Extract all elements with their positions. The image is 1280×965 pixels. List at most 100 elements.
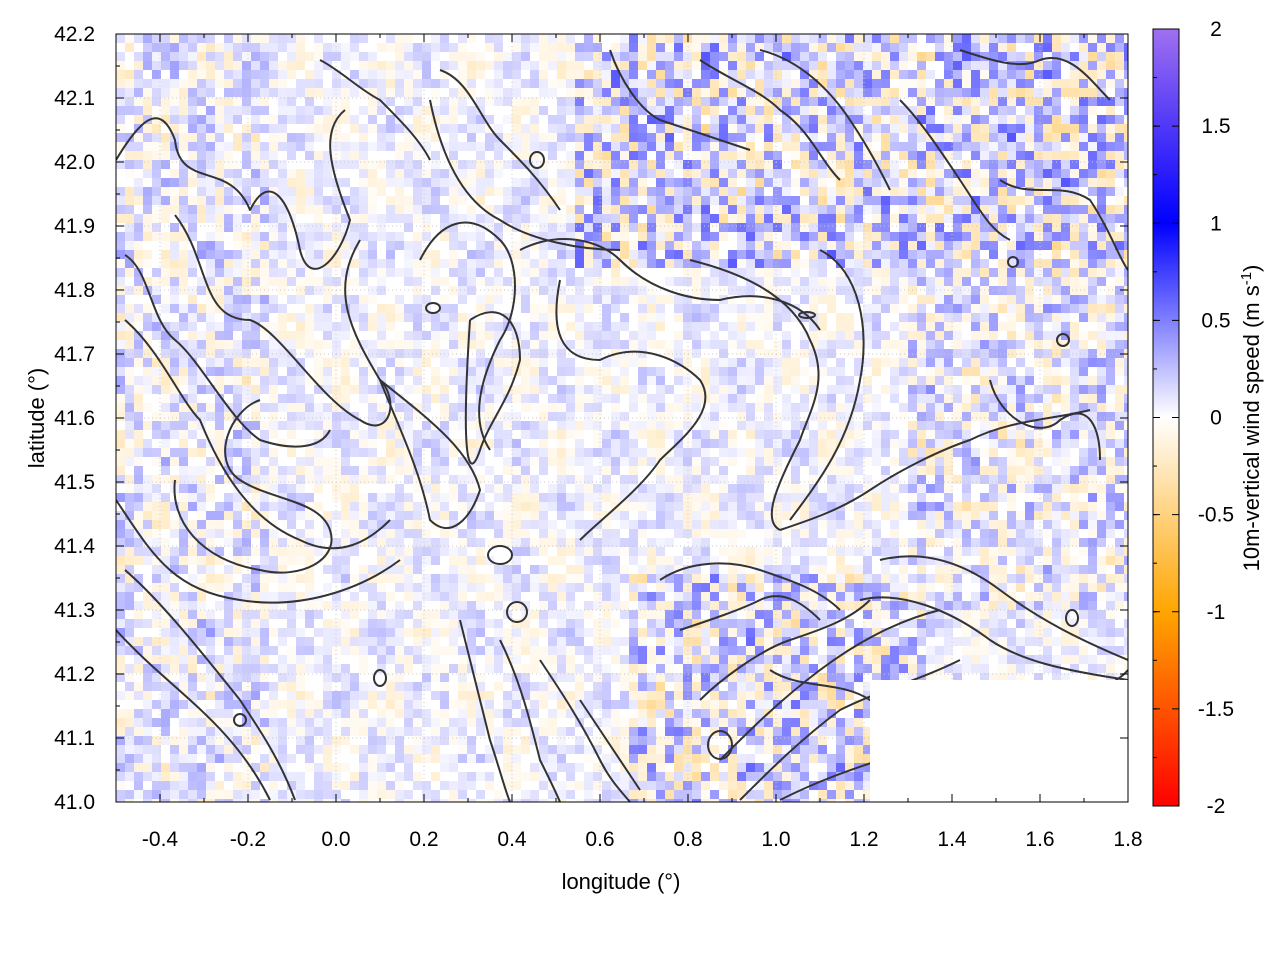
field-cell bbox=[863, 151, 872, 160]
field-cell bbox=[782, 97, 791, 106]
field-cell bbox=[413, 268, 422, 277]
field-cell bbox=[422, 115, 431, 124]
field-cell bbox=[224, 97, 233, 106]
field-cell bbox=[233, 61, 242, 70]
field-cell bbox=[602, 493, 611, 502]
field-cell bbox=[368, 97, 377, 106]
field-cell bbox=[125, 268, 134, 277]
field-cell bbox=[881, 295, 890, 304]
field-cell bbox=[863, 421, 872, 430]
field-cell bbox=[494, 169, 503, 178]
field-cell bbox=[377, 412, 386, 421]
field-cell bbox=[863, 268, 872, 277]
field-cell bbox=[530, 331, 539, 340]
field-cell bbox=[521, 205, 530, 214]
field-cell bbox=[152, 214, 161, 223]
field-cell bbox=[800, 295, 809, 304]
field-cell bbox=[809, 466, 818, 475]
field-cell bbox=[782, 448, 791, 457]
field-cell bbox=[269, 457, 278, 466]
field-cell bbox=[971, 151, 980, 160]
field-cell bbox=[926, 52, 935, 61]
field-cell bbox=[566, 277, 575, 286]
field-cell bbox=[557, 106, 566, 115]
field-cell bbox=[197, 304, 206, 313]
field-cell bbox=[224, 70, 233, 79]
field-cell bbox=[1079, 295, 1088, 304]
field-cell bbox=[926, 259, 935, 268]
field-cell bbox=[629, 187, 638, 196]
field-cell bbox=[1034, 106, 1043, 115]
field-cell bbox=[746, 43, 755, 52]
field-cell bbox=[287, 106, 296, 115]
field-cell bbox=[116, 187, 125, 196]
field-cell bbox=[953, 430, 962, 439]
field-cell bbox=[656, 97, 665, 106]
field-cell bbox=[854, 151, 863, 160]
field-cell bbox=[179, 430, 188, 439]
field-cell bbox=[701, 97, 710, 106]
field-cell bbox=[944, 313, 953, 322]
field-cell bbox=[260, 493, 269, 502]
field-cell bbox=[881, 340, 890, 349]
field-cell bbox=[1025, 340, 1034, 349]
field-cell bbox=[143, 277, 152, 286]
field-cell bbox=[215, 196, 224, 205]
field-cell bbox=[1097, 259, 1106, 268]
field-cell bbox=[359, 304, 368, 313]
field-cell bbox=[881, 385, 890, 394]
field-cell bbox=[935, 475, 944, 484]
field-cell bbox=[341, 448, 350, 457]
field-cell bbox=[305, 169, 314, 178]
field-cell bbox=[242, 196, 251, 205]
field-cell bbox=[215, 322, 224, 331]
field-cell bbox=[548, 151, 557, 160]
field-cell bbox=[620, 43, 629, 52]
field-cell bbox=[908, 268, 917, 277]
field-cell bbox=[800, 124, 809, 133]
field-cell bbox=[881, 124, 890, 133]
field-cell bbox=[557, 160, 566, 169]
field-cell bbox=[584, 457, 593, 466]
field-cell bbox=[881, 448, 890, 457]
field-cell bbox=[521, 295, 530, 304]
field-cell bbox=[125, 160, 134, 169]
field-cell bbox=[386, 340, 395, 349]
field-cell bbox=[1025, 178, 1034, 187]
field-cell bbox=[782, 304, 791, 313]
field-cell bbox=[593, 484, 602, 493]
field-cell bbox=[386, 232, 395, 241]
field-cell bbox=[638, 457, 647, 466]
field-cell bbox=[881, 205, 890, 214]
field-cell bbox=[413, 340, 422, 349]
field-cell bbox=[1016, 52, 1025, 61]
field-cell bbox=[359, 385, 368, 394]
field-cell bbox=[1088, 313, 1097, 322]
field-cell bbox=[197, 412, 206, 421]
field-cell bbox=[1124, 322, 1128, 331]
field-cell bbox=[629, 79, 638, 88]
field-cell bbox=[1097, 439, 1106, 448]
field-cell bbox=[764, 214, 773, 223]
field-cell bbox=[764, 331, 773, 340]
field-cell bbox=[566, 34, 575, 43]
field-cell bbox=[674, 250, 683, 259]
field-cell bbox=[1025, 169, 1034, 178]
field-cell bbox=[863, 124, 872, 133]
field-cell bbox=[143, 475, 152, 484]
field-cell bbox=[350, 295, 359, 304]
field-cell bbox=[827, 439, 836, 448]
field-cell bbox=[953, 259, 962, 268]
field-cell bbox=[1115, 457, 1124, 466]
field-cell bbox=[143, 187, 152, 196]
field-cell bbox=[656, 295, 665, 304]
field-cell bbox=[980, 331, 989, 340]
field-cell bbox=[683, 241, 692, 250]
field-cell bbox=[1079, 223, 1088, 232]
field-cell bbox=[899, 223, 908, 232]
field-cell bbox=[620, 484, 629, 493]
field-cell bbox=[674, 124, 683, 133]
field-cell bbox=[881, 106, 890, 115]
field-cell bbox=[323, 205, 332, 214]
field-cell bbox=[476, 169, 485, 178]
